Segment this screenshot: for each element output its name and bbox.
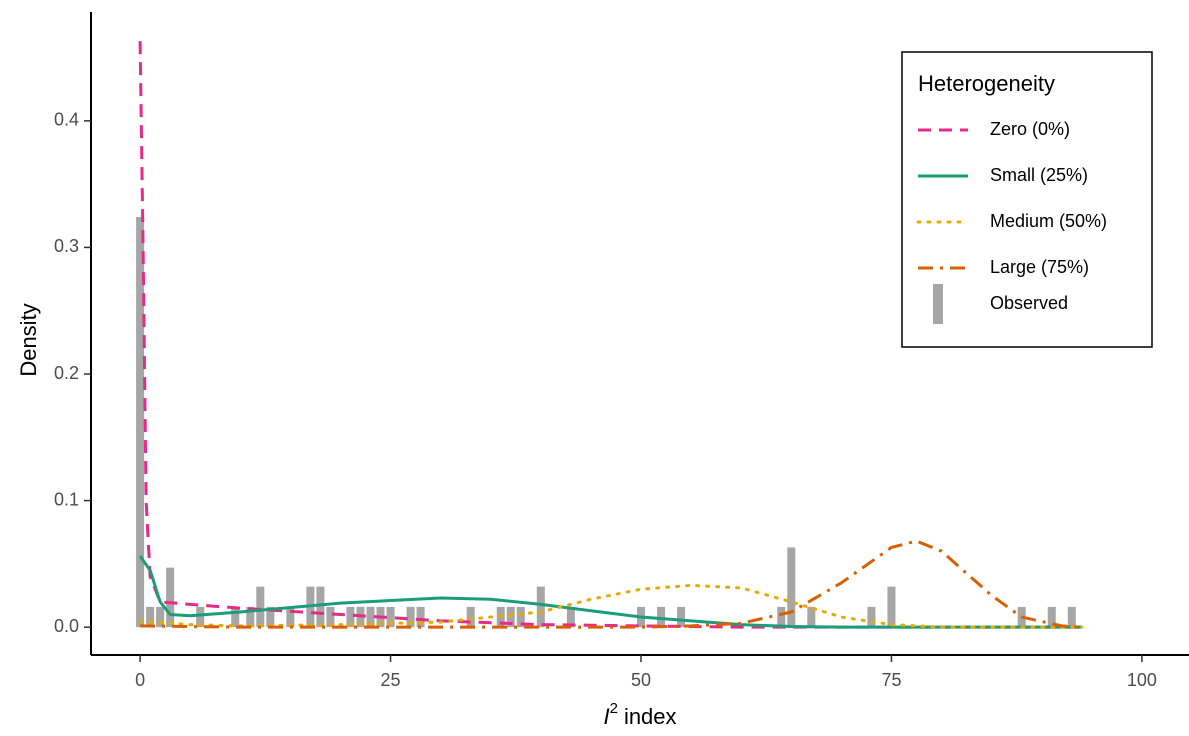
observed-bar xyxy=(386,606,395,628)
legend-label: Medium (50%) xyxy=(990,211,1107,231)
observed-bar xyxy=(677,606,686,628)
x-tick-label: 100 xyxy=(1127,670,1157,690)
x-axis-superscript: 2 xyxy=(610,700,618,717)
legend-label: Observed xyxy=(990,293,1068,313)
observed-bar xyxy=(777,606,786,628)
observed-bar xyxy=(1067,606,1076,628)
y-tick-label: 0.2 xyxy=(54,363,79,383)
x-axis-title: I2 index xyxy=(603,700,676,729)
y-tick-label: 0.1 xyxy=(54,489,79,509)
y-tick-label: 0.0 xyxy=(54,616,79,636)
x-axis-text: index xyxy=(624,704,677,729)
observed-bar xyxy=(1047,606,1056,628)
observed-bar xyxy=(316,586,325,628)
x-tick-label: 0 xyxy=(135,670,145,690)
observed-bar xyxy=(787,547,796,628)
observed-bar xyxy=(657,606,666,628)
observed-bar xyxy=(506,606,515,628)
observed-bar xyxy=(466,606,475,628)
legend-title: Heterogeneity xyxy=(918,71,1055,96)
observed-bar xyxy=(166,567,175,628)
observed-bar xyxy=(807,606,816,628)
observed-bar xyxy=(246,606,255,628)
y-tick-label: 0.4 xyxy=(54,110,79,130)
x-tick-label: 50 xyxy=(631,670,651,690)
legend-box xyxy=(901,51,1153,348)
observed-bar xyxy=(416,606,425,628)
density-line xyxy=(140,539,1082,629)
observed-bar xyxy=(266,606,275,628)
observed-bar xyxy=(136,217,145,628)
observed-bar xyxy=(231,606,240,628)
x-tick-label: 25 xyxy=(381,670,401,690)
observed-bar xyxy=(256,586,265,628)
observed-bar xyxy=(146,606,155,628)
legend-label: Zero (0%) xyxy=(990,119,1070,139)
y-axis-title: Density xyxy=(16,303,41,376)
density-line xyxy=(138,583,1084,629)
observed-bar xyxy=(346,606,355,628)
observed-bar xyxy=(366,606,375,628)
observed-bar xyxy=(406,606,415,628)
observed-bar xyxy=(867,606,876,628)
legend-label: Large (75%) xyxy=(990,257,1089,277)
observed-bar xyxy=(887,586,896,628)
x-tick-label: 75 xyxy=(881,670,901,690)
legend-label: Small (25%) xyxy=(990,165,1088,185)
observed-bar xyxy=(326,606,335,628)
x-axis-symbol: I xyxy=(603,704,609,729)
observed-bar xyxy=(536,586,545,628)
legend: Heterogeneity Zero (0%) Small (25%) Medium … xyxy=(901,51,1153,348)
y-tick-label: 0.3 xyxy=(54,236,79,256)
observed-bar xyxy=(196,606,205,628)
density-line xyxy=(138,555,1082,629)
observed-bar xyxy=(286,606,295,628)
legend-swatch xyxy=(933,284,943,324)
observed-bar xyxy=(156,606,165,628)
observed-bar xyxy=(566,606,575,628)
observed-bar xyxy=(516,606,525,628)
